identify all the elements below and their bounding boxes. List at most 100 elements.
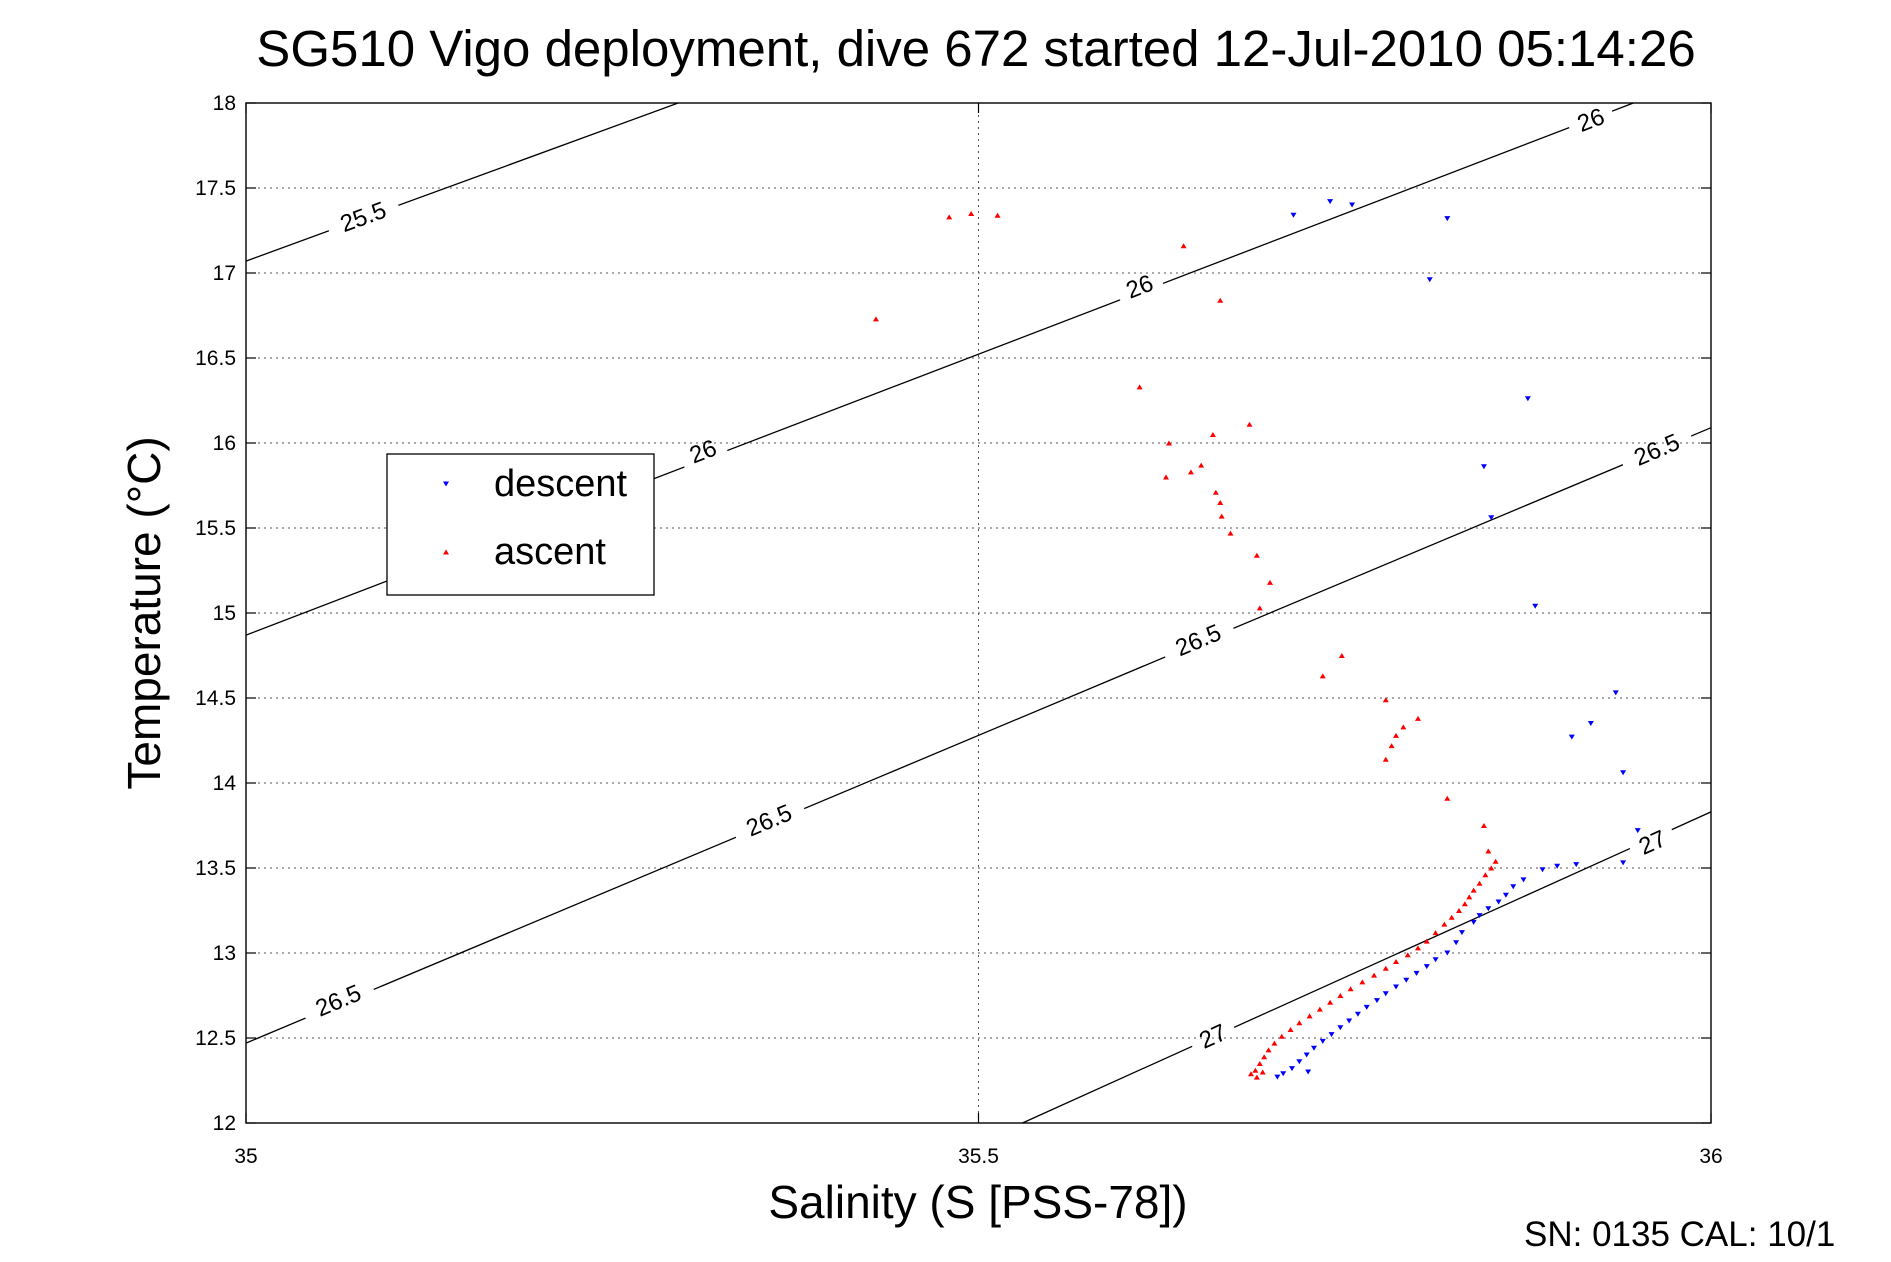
ascent-point <box>1492 858 1499 864</box>
ascent-point <box>1432 930 1439 936</box>
ascent-point <box>1338 653 1345 658</box>
descent-point <box>1524 396 1531 402</box>
y-tick-label: 12 <box>213 1112 236 1135</box>
ascent-point <box>1265 1047 1272 1053</box>
descent-point <box>1296 1059 1303 1065</box>
ascent-point <box>1485 848 1492 854</box>
data-series <box>872 199 1641 1080</box>
ascent-point <box>1217 500 1224 505</box>
descent-point <box>1432 957 1439 963</box>
legend-descent-marker <box>443 481 449 487</box>
density-contour-label: 27 <box>1635 825 1670 861</box>
descent-point <box>1346 1018 1353 1024</box>
ascent-point <box>1163 474 1170 480</box>
x-axis-title: Salinity (S [PSS-78]) <box>768 1176 1187 1228</box>
descent-point <box>1426 277 1433 283</box>
y-axis-title: Temperature (°C) <box>118 436 170 789</box>
y-tick-label: 14 <box>213 772 237 795</box>
descent-point <box>1485 906 1492 912</box>
y-tick-label: 12.5 <box>195 1027 236 1050</box>
descent-point <box>1510 884 1517 890</box>
ascent-point <box>946 214 953 220</box>
descent-point <box>1280 1071 1287 1077</box>
descent-point <box>1303 1052 1310 1058</box>
descent-point <box>1289 1066 1296 1072</box>
descent-point <box>1488 515 1495 521</box>
descent-point <box>1470 919 1477 925</box>
descent-point <box>1328 1032 1335 1038</box>
ascent-point <box>1456 908 1463 913</box>
ascent-point <box>1278 1033 1285 1039</box>
ascent-point <box>1165 440 1172 446</box>
y-tick-label: 13 <box>213 942 236 965</box>
ascent-point <box>1480 823 1487 828</box>
density-contour-label: 26.5 <box>312 980 366 1023</box>
ascent-point <box>1423 938 1430 944</box>
descent-point <box>1532 603 1539 609</box>
descent-point <box>1620 860 1627 866</box>
ascent-point <box>1359 979 1366 985</box>
ascent-point <box>1382 697 1389 703</box>
ascent-point <box>968 211 975 216</box>
ascent-point <box>1415 945 1421 951</box>
descent-point <box>1444 950 1451 956</box>
y-tick-label: 13.5 <box>195 857 236 880</box>
ascent-point <box>1187 469 1194 475</box>
ascent-point <box>1256 605 1263 611</box>
ascent-point <box>1209 432 1216 437</box>
legend-ascent-label: ascent <box>494 531 606 573</box>
legend-descent-label: descent <box>494 463 628 505</box>
ascent-point <box>1246 421 1253 427</box>
ascent-point <box>1371 972 1378 978</box>
descent-point <box>1413 970 1420 976</box>
ascent-point <box>1217 297 1224 303</box>
ascent-point <box>1415 715 1421 721</box>
ascent-point <box>1470 887 1477 893</box>
ascent-point <box>1382 756 1389 762</box>
y-tick-label: 16 <box>213 432 236 455</box>
descent-point <box>1587 721 1594 726</box>
y-tick-label: 15 <box>213 602 236 625</box>
ascent-point <box>1388 743 1395 749</box>
ascent-point <box>1400 724 1407 730</box>
y-tick-label: 15.5 <box>195 517 236 540</box>
descent-point <box>1554 863 1561 869</box>
descent-point <box>1403 977 1410 983</box>
descent-point <box>1319 1038 1326 1044</box>
descent-point <box>1290 212 1297 218</box>
ascent-point <box>1227 530 1234 536</box>
ascent-point <box>1180 243 1187 249</box>
density-contour-line <box>1022 811 1712 1124</box>
chart-title: SG510 Vigo deployment, dive 672 started … <box>256 20 1695 77</box>
footer-serial-cal: SN: 0135 CAL: 10/1 <box>1524 1215 1835 1254</box>
y-tick-label: 17 <box>213 262 236 285</box>
ascent-point <box>1337 993 1344 998</box>
ascent-point <box>1444 795 1451 801</box>
x-tick-label: 35 <box>234 1145 257 1168</box>
ascent-point <box>1441 921 1448 927</box>
ascent-point <box>1287 1027 1294 1032</box>
density-contour-label: 25.5 <box>337 197 390 238</box>
density-contour-label: 26 <box>1123 270 1158 305</box>
ascent-point <box>1404 952 1411 958</box>
descent-point <box>1502 892 1509 898</box>
ascent-point <box>1136 384 1143 390</box>
ascent-point <box>1253 552 1260 558</box>
ascent-point <box>1482 872 1489 878</box>
descent-point <box>1612 690 1619 696</box>
legend: descent ascent <box>386 453 655 596</box>
descent-point <box>1305 1069 1312 1075</box>
legend-box <box>386 453 655 596</box>
descent-point <box>1327 199 1334 205</box>
descent-point <box>1573 862 1580 868</box>
descent-point <box>1520 877 1527 883</box>
ascent-point <box>872 316 879 322</box>
y-tick-label: 16.5 <box>195 347 236 370</box>
density-contour-label: 27 <box>1195 1019 1230 1055</box>
ascent-point <box>1247 1071 1254 1077</box>
ascent-point <box>1319 673 1326 679</box>
ascent-point <box>1347 986 1354 992</box>
ascent-point <box>1252 1067 1259 1073</box>
ascent-series <box>872 211 1499 1080</box>
ascent-point <box>1253 1074 1260 1080</box>
